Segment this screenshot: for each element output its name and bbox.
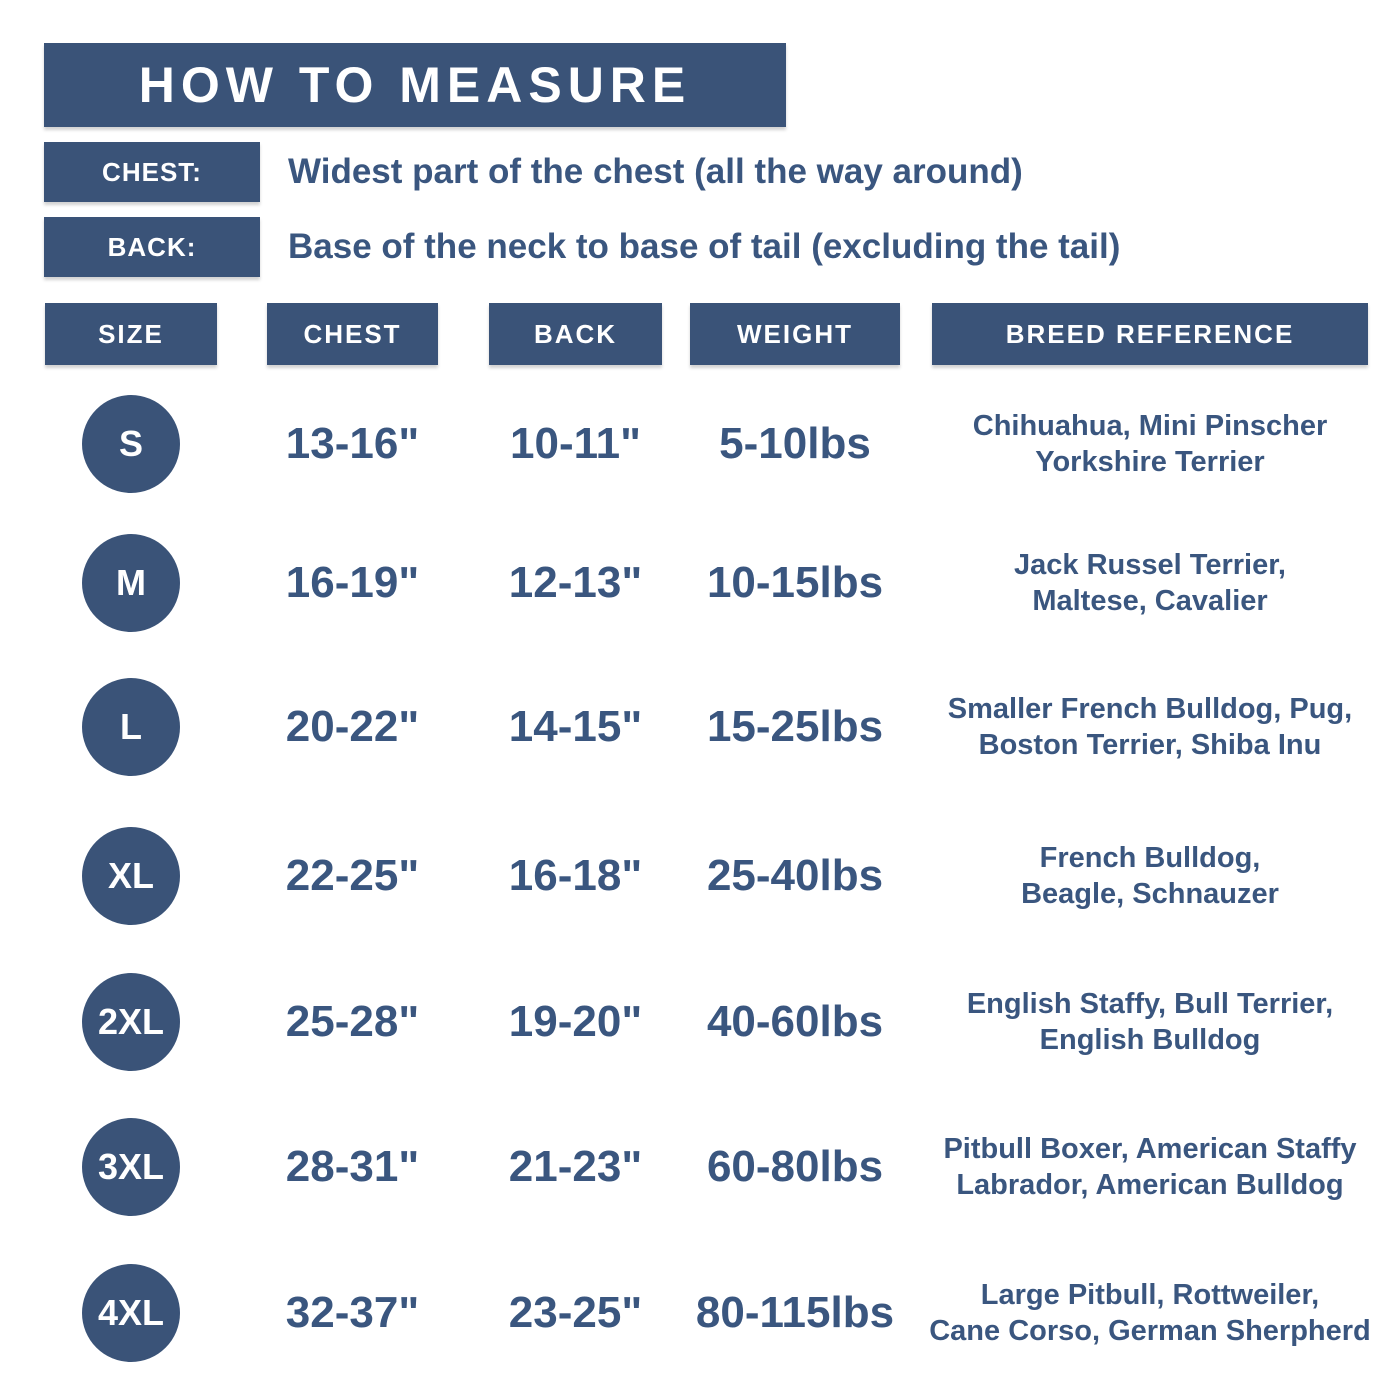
weight-value: 60-80lbs [706,1142,884,1191]
weight-value: 10-15lbs [706,558,884,607]
back-cell: 19-20" [489,952,662,1092]
back-cell: 14-15" [489,657,662,797]
weight-value: 25-40lbs [706,851,884,900]
breed-reference-text: English Staffy, Bull Terrier, English Bu… [966,988,1334,1056]
weight-cell: 10-15lbs [690,513,900,653]
table-header-breed-reference: BREED REFERENCE [932,303,1368,365]
weight-value: 15-25lbs [706,702,884,751]
chest-value: 22-25" [285,851,420,900]
table-row: 3XL 28-31" 21-23" 60-80lbs Pitbull Boxer… [0,1097,1400,1237]
table-header-weight: WEIGHT [690,303,900,365]
breed-reference-text: Large Pitbull, Rottweiler, Cane Corso, G… [929,1279,1371,1347]
back-cell: 16-18" [489,806,662,946]
size-badge: S [82,395,180,493]
chest-value: 16-19" [285,558,420,607]
back-value: 10-11" [510,419,641,468]
breed-reference-text: Chihuahua, Mini Pinscher Yorkshire Terri… [972,410,1328,478]
back-cell: 21-23" [489,1097,662,1237]
chest-value: 25-28" [285,997,420,1046]
breed-reference-text: Pitbull Boxer, American Staffy Labrador,… [943,1133,1357,1201]
back-measure-label: BACK: [44,217,260,277]
chest-value: 13-16" [285,419,420,468]
breed-cell: Pitbull Boxer, American Staffy Labrador,… [932,1097,1368,1237]
size-badge-cell: 2XL [45,952,217,1092]
chest-cell: 20-22" [267,657,438,797]
table-row: XL 22-25" 16-18" 25-40lbs French Bulldog… [0,806,1400,946]
weight-cell: 15-25lbs [690,657,900,797]
size-badge-cell: L [45,657,217,797]
table-header-row: SIZE CHEST BACK WEIGHT BREED REFERENCE [0,303,1400,365]
weight-cell: 80-115lbs [690,1243,900,1383]
breed-cell: Chihuahua, Mini Pinscher Yorkshire Terri… [932,374,1368,514]
weight-cell: 60-80lbs [690,1097,900,1237]
back-value: 14-15" [508,702,643,751]
chest-cell: 28-31" [267,1097,438,1237]
chest-cell: 32-37" [267,1243,438,1383]
table-header-chest: CHEST [267,303,438,365]
table-header-back: BACK [489,303,662,365]
back-value: 19-20" [508,997,643,1046]
page-title: HOW TO MEASURE [44,43,786,127]
chest-value: 32-37" [285,1288,420,1337]
size-badge-cell: XL [45,806,217,946]
chest-cell: 22-25" [267,806,438,946]
back-cell: 10-11" [489,374,662,514]
weight-cell: 5-10lbs [690,374,900,514]
back-value: 23-25" [508,1288,643,1337]
size-badge: L [82,678,180,776]
chest-value: 20-22" [285,702,420,751]
weight-value: 40-60lbs [706,997,884,1046]
table-row: 4XL 32-37" 23-25" 80-115lbs Large Pitbul… [0,1243,1400,1383]
back-value: 16-18" [508,851,643,900]
table-header-size: SIZE [45,303,217,365]
breed-cell: Jack Russel Terrier, Maltese, Cavalier [932,513,1368,653]
size-badge: M [82,534,180,632]
back-cell: 12-13" [489,513,662,653]
size-badge-cell: S [45,374,217,514]
back-measure-description: Base of the neck to base of tail (exclud… [288,227,1121,266]
chest-cell: 25-28" [267,952,438,1092]
weight-cell: 40-60lbs [690,952,900,1092]
size-badge: 4XL [82,1264,180,1362]
table-row: M 16-19" 12-13" 10-15lbs Jack Russel Ter… [0,513,1400,653]
size-badge-cell: 4XL [45,1243,217,1383]
weight-value: 80-115lbs [695,1288,895,1337]
chest-value: 28-31" [285,1142,420,1191]
back-value: 12-13" [508,558,643,607]
breed-cell: Smaller French Bulldog, Pug, Boston Terr… [932,657,1368,797]
weight-value: 5-10lbs [719,419,871,468]
back-cell: 23-25" [489,1243,662,1383]
table-row: L 20-22" 14-15" 15-25lbs Smaller French … [0,657,1400,797]
size-badge: 3XL [82,1118,180,1216]
weight-cell: 25-40lbs [690,806,900,946]
chest-cell: 16-19" [267,513,438,653]
breed-reference-text: French Bulldog, Beagle, Schnauzer [1021,842,1279,910]
breed-reference-text: Jack Russel Terrier, Maltese, Cavalier [1014,549,1286,617]
breed-reference-text: Smaller French Bulldog, Pug, Boston Terr… [947,693,1353,761]
size-badge: XL [82,827,180,925]
breed-cell: French Bulldog, Beagle, Schnauzer [932,806,1368,946]
chest-measure-label: CHEST: [44,142,260,202]
breed-cell: English Staffy, Bull Terrier, English Bu… [932,952,1368,1092]
table-row: 2XL 25-28" 19-20" 40-60lbs English Staff… [0,952,1400,1092]
size-badge: 2XL [82,973,180,1071]
chest-cell: 13-16" [267,374,438,514]
table-row: S 13-16" 10-11" 5-10lbs Chihuahua, Mini … [0,374,1400,514]
back-value: 21-23" [508,1142,643,1191]
chest-measure-description: Widest part of the chest (all the way ar… [288,152,1023,191]
size-badge-cell: M [45,513,217,653]
breed-cell: Large Pitbull, Rottweiler, Cane Corso, G… [929,1243,1371,1383]
size-badge-cell: 3XL [45,1097,217,1237]
